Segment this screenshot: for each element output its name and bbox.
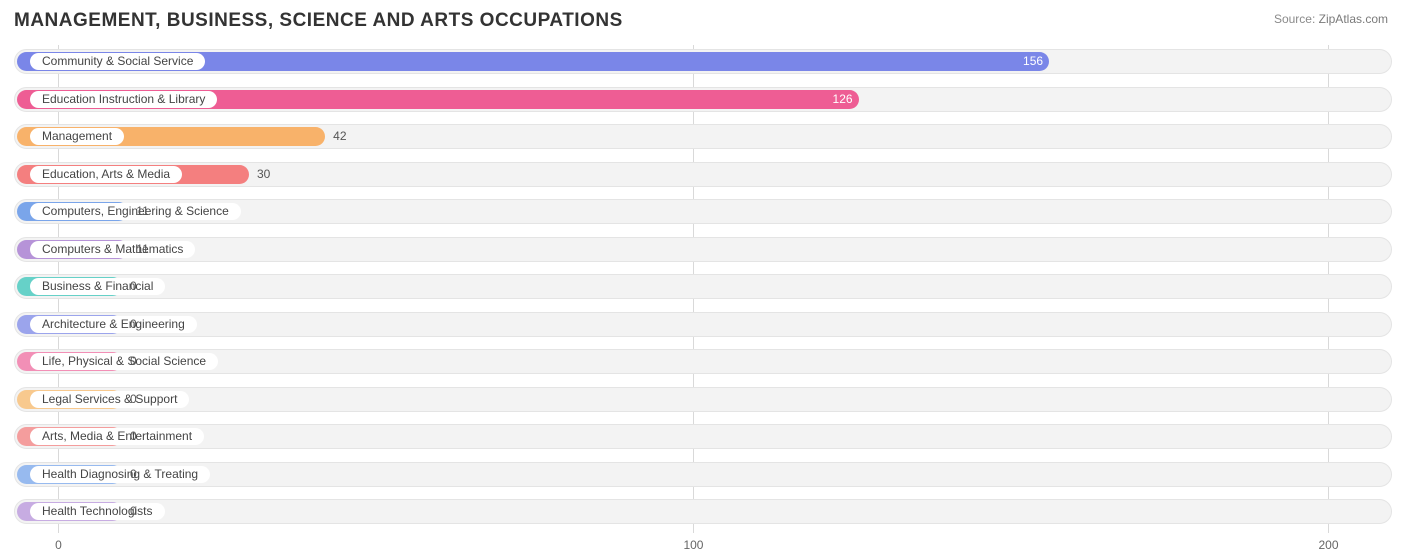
bar-value-label: 156 — [1009, 54, 1043, 68]
bar-category-label: Arts, Media & Entertainment — [30, 428, 204, 445]
bar-value-label: 42 — [333, 129, 346, 143]
bar-category-label: Management — [30, 128, 124, 145]
bar-track — [14, 274, 1392, 299]
bar-track — [14, 312, 1392, 337]
bar-row: Community & Social Service 156 — [14, 45, 1392, 79]
bar-row: Health Technologists0 — [14, 495, 1392, 529]
bar-track — [14, 237, 1392, 262]
bar-value-label: 11 — [136, 204, 148, 218]
bar-category-label: Community & Social Service — [30, 53, 205, 70]
bar-value-label: 11 — [136, 242, 148, 256]
bar-track — [14, 462, 1392, 487]
bar-category-label: Architecture & Engineering — [30, 316, 197, 333]
bar-row: Computers, Engineering & Science11 — [14, 195, 1392, 229]
bar-value-label: 0 — [130, 279, 137, 293]
bar-row: Education Instruction & Library 126 — [14, 83, 1392, 117]
bar-row: Arts, Media & Entertainment0 — [14, 420, 1392, 454]
bar-category-label: Education, Arts & Media — [30, 166, 182, 183]
bar-category-label: Education Instruction & Library — [30, 91, 217, 108]
bar-row: Business & Financial0 — [14, 270, 1392, 304]
bar-track — [14, 424, 1392, 449]
bars-container: Community & Social Service 156 Education I… — [14, 45, 1392, 529]
bar-category-label: Business & Financial — [30, 278, 165, 295]
bar-row: Life, Physical & Social Science0 — [14, 345, 1392, 379]
bar-track — [14, 387, 1392, 412]
bar-row: Education, Arts & Media 30 — [14, 158, 1392, 192]
bar-value-label: 126 — [819, 92, 853, 106]
bar-value-label: 0 — [130, 429, 137, 443]
bar-category-label: Health Diagnosing & Treating — [30, 466, 210, 483]
bar-row: Legal Services & Support0 — [14, 383, 1392, 417]
bar-row: Architecture & Engineering0 — [14, 308, 1392, 342]
bar-value-label: 0 — [130, 392, 137, 406]
bar-track — [14, 499, 1392, 524]
bar-track — [14, 349, 1392, 374]
x-axis-tick-label: 200 — [1313, 538, 1343, 552]
bar-value-label: 0 — [130, 317, 137, 331]
bar-row: Health Diagnosing & Treating0 — [14, 458, 1392, 492]
source-label: Source: — [1274, 12, 1315, 26]
bar-category-label: Legal Services & Support — [30, 391, 189, 408]
bar-row: Computers & Mathematics11 — [14, 233, 1392, 267]
bar-value-label: 30 — [257, 167, 270, 181]
x-axis-tick-label: 100 — [678, 538, 708, 552]
bar-value-label: 0 — [130, 354, 137, 368]
bar-category-label: Computers & Mathematics — [30, 241, 195, 258]
bar-row: Management 42 — [14, 120, 1392, 154]
bar-value-label: 0 — [130, 467, 137, 481]
source-name: ZipAtlas.com — [1319, 12, 1388, 26]
bar-value-label: 0 — [130, 504, 137, 518]
source-attribution: Source: ZipAtlas.com — [1274, 12, 1388, 26]
bar-category-label: Life, Physical & Social Science — [30, 353, 218, 370]
bar-category-label: Health Technologists — [30, 503, 165, 520]
chart-title: MANAGEMENT, BUSINESS, SCIENCE AND ARTS O… — [0, 0, 1406, 32]
x-axis-tick-label: 0 — [43, 538, 73, 552]
chart-area: Community & Social Service 156 Education I… — [14, 45, 1392, 533]
